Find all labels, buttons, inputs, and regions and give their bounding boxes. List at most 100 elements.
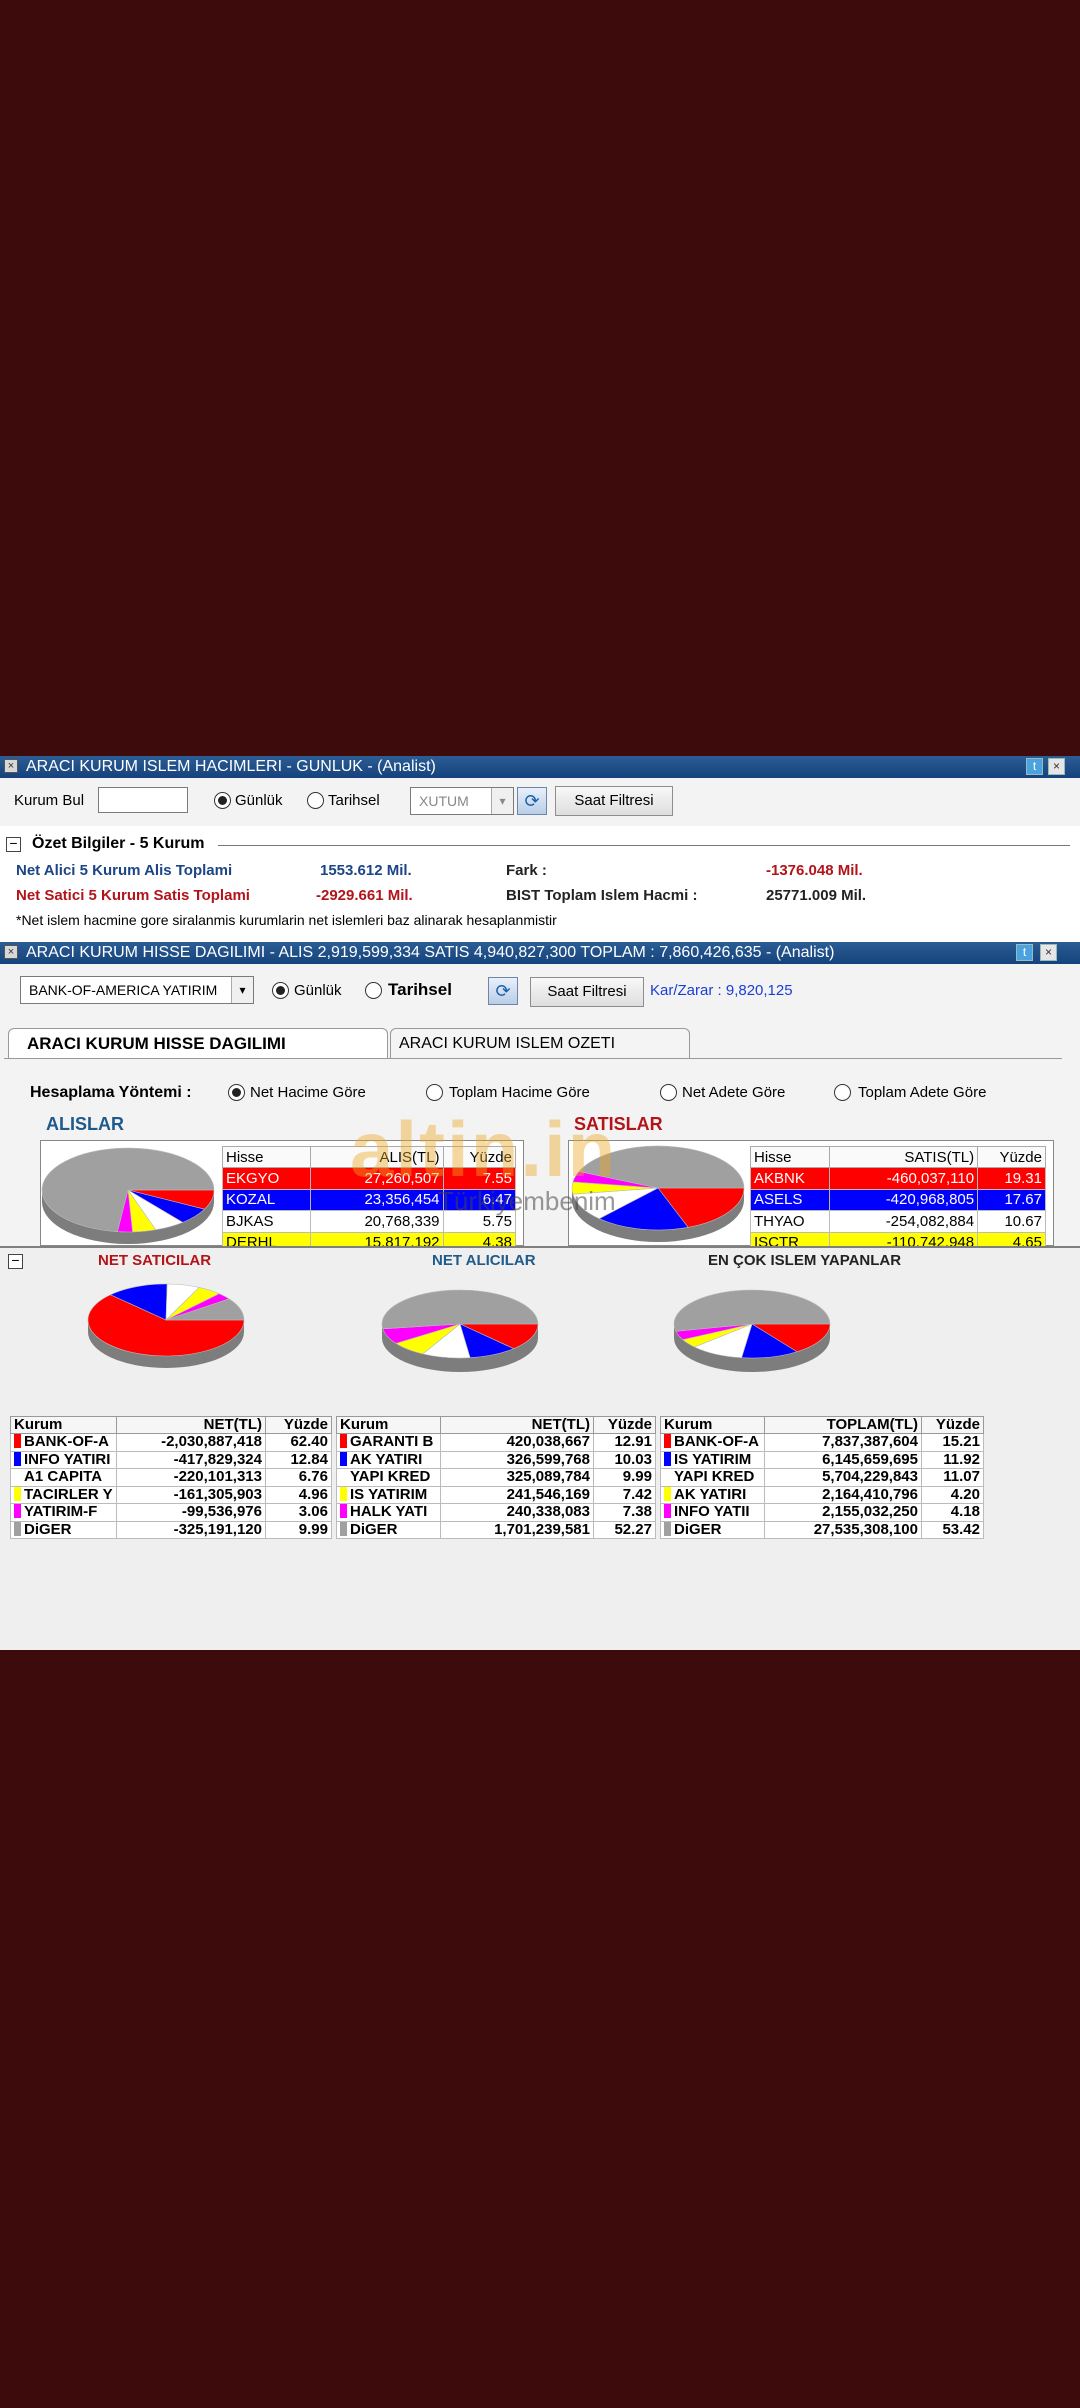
method-toplam-adet-radio[interactable] — [834, 1084, 851, 1101]
cell-value-text: 7,837,387,604 — [822, 1433, 918, 1451]
table-row[interactable]: ASELS -420,968,805 17.67 — [749, 1188, 1046, 1211]
tarihsel-label: Tarihsel — [328, 792, 380, 809]
tarihsel-radio[interactable] — [307, 792, 324, 809]
cell-pct-text: 11.07 — [943, 1468, 980, 1486]
kurum-select[interactable]: BANK-OF-AMERICA YATIRIM ▾ — [20, 976, 254, 1004]
net-alicilar-table: Kurum NET(TL) Yüzde GARANTI B 420,038,667… — [336, 1416, 656, 1539]
col-kurum: Kurum — [336, 1416, 441, 1434]
table-row[interactable]: IS YATIRIM 6,145,659,695 11.92 — [660, 1450, 984, 1469]
en-cok-pie — [673, 1289, 831, 1372]
table-row[interactable]: HALK YATI 240,338,083 7.38 — [336, 1503, 656, 1522]
cell-name: YATIRIM-F — [10, 1503, 117, 1522]
tarihsel-radio[interactable] — [365, 982, 382, 999]
fark-value: -1376.048 Mil. — [766, 862, 863, 879]
pie-side — [382, 1324, 538, 1372]
net-satici-label: Net Satici 5 Kurum Satis Toplami — [16, 887, 250, 904]
cell-pct: 6.76 — [265, 1468, 332, 1487]
saat-filtresi-button[interactable]: Saat Filtresi — [530, 977, 644, 1007]
chevron-down-icon: ▾ — [231, 977, 253, 1003]
cell-value-text: 325,089,784 — [506, 1468, 590, 1486]
table-row[interactable]: YAPI KRED 5,704,229,843 11.07 — [660, 1468, 984, 1487]
cell-value: -325,191,120 — [115, 1520, 267, 1539]
color-swatch — [14, 1504, 21, 1519]
method-toplam-hacim-label: Toplam Hacime Göre — [449, 1084, 590, 1101]
index-select-value: XUTUM — [419, 793, 469, 809]
cell-pct-text: 6.47 — [482, 1191, 512, 1209]
window2-close-icon[interactable]: × — [4, 945, 18, 959]
table-row[interactable]: EKGYO 27,260,507 7.55 — [221, 1167, 517, 1190]
table-row[interactable]: AKBNK -460,037,110 19.31 — [749, 1167, 1046, 1190]
twitter-icon[interactable]: t — [1026, 758, 1043, 775]
cell-value: 420,038,667 — [440, 1433, 594, 1452]
cell-name: INFO YATIRI — [10, 1450, 117, 1469]
cell-name: DiGER — [10, 1520, 117, 1539]
divider — [218, 845, 1070, 846]
tab-hisse-dagilimi[interactable]: ARACI KURUM HISSE DAGILIMI — [8, 1028, 388, 1058]
table-row[interactable]: INFO YATIRI -417,829,324 12.84 — [10, 1450, 332, 1469]
table-row[interactable]: THYAO -254,082,884 10.67 — [749, 1210, 1046, 1233]
refresh-icon[interactable]: ⟳ — [517, 787, 547, 815]
index-select[interactable]: XUTUM ▾ — [410, 787, 514, 815]
table-row[interactable]: YAPI KRED 325,089,784 9.99 — [336, 1468, 656, 1487]
table-row[interactable]: AK YATIRI 2,164,410,796 4.20 — [660, 1485, 984, 1504]
cell-value-text: -420,968,805 — [885, 1191, 975, 1209]
cell-pct: 17.67 — [977, 1188, 1046, 1211]
cell-name-text: GARANTI B — [350, 1433, 434, 1451]
table-row[interactable]: AK YATIRI 326,599,768 10.03 — [336, 1450, 656, 1469]
net-saticilar-title: NET SATICILAR — [98, 1252, 212, 1269]
refresh-icon[interactable]: ⟳ — [488, 977, 518, 1005]
table-row[interactable]: IS YATIRIM 241,546,169 7.42 — [336, 1485, 656, 1504]
window1-close-icon[interactable]: × — [4, 759, 18, 773]
twitter-icon[interactable]: t — [1016, 944, 1033, 961]
cell-name-text: YATIRIM-F — [24, 1503, 98, 1521]
color-swatch — [664, 1434, 671, 1449]
table-row[interactable]: DiGER -325,191,120 9.99 — [10, 1520, 332, 1539]
color-swatch — [664, 1521, 671, 1536]
cell-pct-text: 7.38 — [622, 1503, 652, 1521]
window2-titlebar: × ARACI KURUM HISSE DAGILIMI - ALIS 2,91… — [0, 942, 1080, 964]
col-yuzde: Yüzde — [265, 1416, 332, 1434]
collapse-icon[interactable]: − — [8, 1253, 23, 1269]
method-toplam-hacim-radio[interactable] — [426, 1084, 443, 1101]
cell-name-text: BANK-OF-A — [24, 1433, 109, 1451]
cell-pct-text: 19.31 — [1004, 1169, 1042, 1187]
cell-name: BJKAS — [221, 1210, 312, 1233]
cell-pct-text: 5.75 — [482, 1212, 512, 1230]
tab-islem-ozeti[interactable]: ARACI KURUM ISLEM OZETI — [390, 1028, 690, 1058]
table-row[interactable]: TACIRLER Y -161,305,903 4.96 — [10, 1485, 332, 1504]
method-net-hacim-radio[interactable] — [228, 1084, 245, 1101]
cell-pct: 6.47 — [442, 1188, 517, 1211]
satislar-title: SATISLAR — [574, 1114, 663, 1134]
table-row[interactable]: YATIRIM-F -99,536,976 3.06 — [10, 1503, 332, 1522]
table-row[interactable]: KOZAL 23,356,454 6.47 — [221, 1188, 517, 1211]
table-row[interactable]: GARANTI B 420,038,667 12.91 — [336, 1433, 656, 1452]
close-icon[interactable]: × — [1048, 758, 1065, 775]
close-icon[interactable]: × — [1040, 944, 1057, 961]
table-row[interactable]: BANK-OF-A 7,837,387,604 15.21 — [660, 1433, 984, 1452]
cell-name: BANK-OF-A — [660, 1433, 765, 1452]
cell-value-text: 6,145,659,695 — [822, 1451, 918, 1468]
table-row[interactable]: DiGER 1,701,239,581 52.27 — [336, 1520, 656, 1539]
gunluk-radio[interactable] — [272, 982, 289, 999]
table-row[interactable]: A1 CAPITA -220,101,313 6.76 — [10, 1468, 332, 1487]
en-cok-title: EN ÇOK ISLEM YAPANLAR — [708, 1252, 902, 1269]
cell-value-text: 27,260,507 — [364, 1169, 440, 1187]
collapse-icon[interactable]: − — [6, 836, 21, 852]
kurum-bul-input[interactable] — [98, 787, 188, 813]
gunluk-radio[interactable] — [214, 792, 231, 809]
table-row[interactable]: INFO YATII 2,155,032,250 4.18 — [660, 1503, 984, 1522]
table-row[interactable]: DiGER 27,535,308,100 53.42 — [660, 1520, 984, 1539]
table-row[interactable]: BJKAS 20,768,339 5.75 — [221, 1210, 517, 1233]
cell-name-text: TACIRLER Y — [24, 1486, 113, 1503]
saat-filtresi-button[interactable]: Saat Filtresi — [555, 786, 673, 816]
watermark-logo: altin.in — [350, 1105, 618, 1193]
cell-name: AK YATIRI — [336, 1450, 441, 1469]
col-yuzde: Yüzde — [442, 1146, 517, 1168]
table-row[interactable]: BANK-OF-A -2,030,887,418 62.40 — [10, 1433, 332, 1452]
cell-name-text: A1 CAPITA — [24, 1468, 103, 1486]
cell-pct: 12.91 — [593, 1433, 656, 1452]
color-swatch — [664, 1451, 671, 1466]
method-net-adet-radio[interactable] — [660, 1084, 677, 1101]
cell-pct-text: 7.42 — [622, 1486, 652, 1503]
cell-pct: 15.21 — [921, 1433, 984, 1452]
